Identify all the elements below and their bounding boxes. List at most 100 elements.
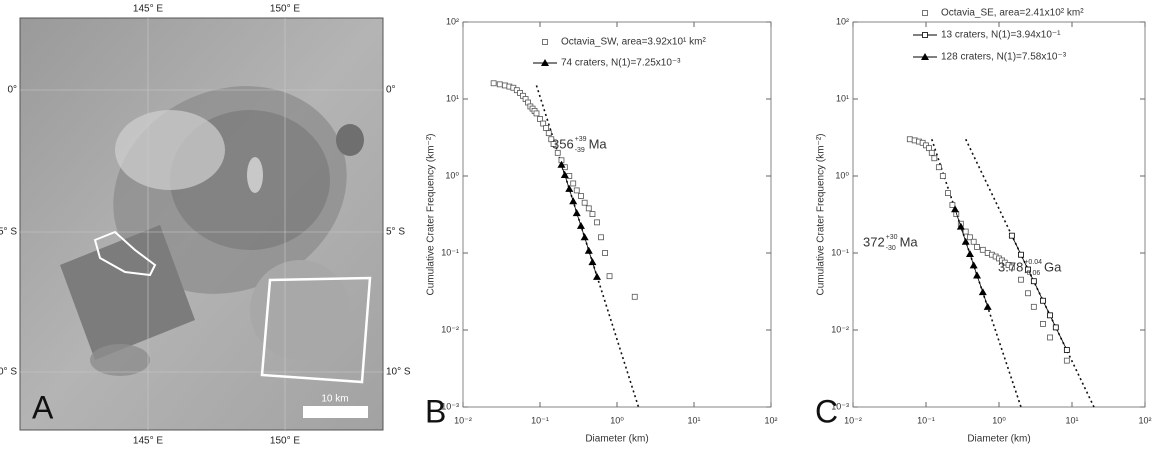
square-marker	[1047, 312, 1053, 319]
legend-marker	[921, 53, 929, 60]
x-tick-label: 10²	[764, 415, 777, 425]
panel-letter: B	[425, 393, 446, 429]
triangle-marker	[588, 258, 597, 266]
y-tick-label: 10²	[836, 16, 849, 26]
square-marker	[517, 90, 523, 96]
x-tick-label: 10¹	[687, 415, 700, 425]
x-tick-label: 10⁻¹	[917, 415, 935, 425]
square-marker	[935, 164, 942, 171]
x-tick-label: 10⁻¹	[531, 415, 549, 425]
square-marker	[1008, 232, 1015, 239]
square-marker	[962, 228, 969, 235]
legend-label: Octavia_SE, area=2.41x10² km²	[941, 8, 1084, 19]
annotation-value: 3.78	[998, 259, 1023, 274]
square-marker	[1008, 264, 1015, 271]
square-marker	[537, 116, 543, 122]
x-axis-title: Diameter (km)	[585, 434, 648, 445]
y-axis-title: Cumulative Crater Frequency (km⁻²)	[816, 134, 827, 296]
y-tick-label: 10⁻¹	[831, 247, 849, 257]
square-marker	[602, 250, 608, 256]
square-marker	[1018, 276, 1024, 283]
square-marker	[1025, 266, 1031, 273]
square-marker	[945, 190, 951, 196]
square-marker	[949, 202, 956, 208]
square-marker	[578, 193, 584, 199]
lon-label: 150° E	[270, 4, 300, 15]
plot-frame	[852, 21, 1146, 408]
legend-marker	[922, 10, 928, 16]
triangle-marker	[956, 222, 965, 230]
annotation-unit: Ga	[1044, 259, 1062, 274]
triangle-marker	[593, 272, 602, 280]
y-tick-label: 10⁻²	[441, 324, 459, 334]
legend-label: 74 craters, N(1)=7.25x10⁻³	[561, 58, 681, 69]
triangle-marker	[961, 237, 970, 245]
triangle-marker	[978, 288, 987, 296]
square-marker	[573, 187, 580, 194]
y-tick-label: 10⁻³	[831, 401, 849, 411]
square-marker	[1030, 303, 1037, 310]
annotation-sub: -39	[575, 147, 585, 154]
triangle-marker	[580, 233, 589, 241]
y-tick-label: 10⁻³	[441, 401, 459, 411]
x-tick-label: 10⁻²	[844, 415, 862, 425]
annotation-sup: +0.04	[1024, 259, 1042, 266]
triangle-marker	[560, 171, 569, 179]
square-marker	[545, 130, 552, 137]
square-marker	[490, 80, 497, 87]
legend-marker	[542, 39, 548, 45]
triangle-marker	[569, 197, 578, 205]
triangle-marker	[969, 261, 978, 269]
square-marker	[550, 141, 557, 147]
square-marker	[554, 149, 561, 156]
annotation-unit: Ma	[900, 234, 919, 249]
x-tick-label: 10¹	[1065, 415, 1078, 425]
square-marker	[1025, 290, 1031, 297]
legend-label: 13 craters, N(1)=3.94x10⁻¹	[941, 30, 1061, 41]
square-marker	[540, 120, 547, 127]
y-tick-label: 10⁻¹	[441, 247, 459, 257]
y-tick-label: 10¹	[446, 93, 459, 103]
panel-letter: A	[32, 389, 54, 425]
square-marker	[570, 180, 577, 187]
lat-label: 0°	[386, 85, 396, 96]
y-axis-title: Cumulative Crater Frequency (km⁻²)	[426, 134, 437, 296]
square-marker	[594, 219, 600, 226]
square-marker	[589, 211, 596, 218]
lat-label: 0°	[7, 85, 17, 96]
annotation-sup: +30	[886, 234, 898, 241]
square-marker	[974, 244, 980, 250]
legend-label: 128 craters, N(1)=7.58x10⁻³	[941, 52, 1067, 63]
square-marker	[979, 246, 986, 253]
square-marker	[598, 234, 604, 241]
x-tick-label: 10⁰	[992, 415, 1006, 425]
y-tick-label: 10¹	[836, 93, 849, 103]
triangle-marker	[973, 271, 982, 279]
square-marker	[967, 234, 973, 241]
square-marker	[1040, 321, 1046, 327]
square-marker	[939, 173, 946, 179]
scale-bar-label: 10 km	[321, 394, 348, 405]
triangle-marker	[572, 209, 581, 217]
square-marker	[1018, 251, 1024, 258]
annotation-value: 372	[863, 234, 885, 249]
legend-marker	[541, 59, 549, 66]
square-marker	[970, 238, 977, 245]
triangle-marker	[951, 205, 960, 213]
y-tick-label: 10²	[446, 16, 459, 26]
x-axis-title: Diameter (km)	[967, 434, 1030, 445]
x-tick-label: 10⁻²	[454, 415, 472, 425]
triangle-marker	[565, 184, 574, 192]
square-marker	[931, 155, 938, 162]
annotation-value: 356	[552, 136, 574, 151]
square-marker	[1063, 347, 1070, 353]
square-marker	[496, 81, 503, 88]
square-marker	[1030, 278, 1037, 285]
lon-label: 145° E	[133, 4, 163, 15]
square-marker	[533, 110, 540, 117]
y-tick-label: 10⁰	[445, 170, 459, 180]
square-marker	[926, 145, 932, 152]
lat-label: 10° S	[0, 367, 17, 378]
lon-label: 150° E	[270, 436, 300, 447]
